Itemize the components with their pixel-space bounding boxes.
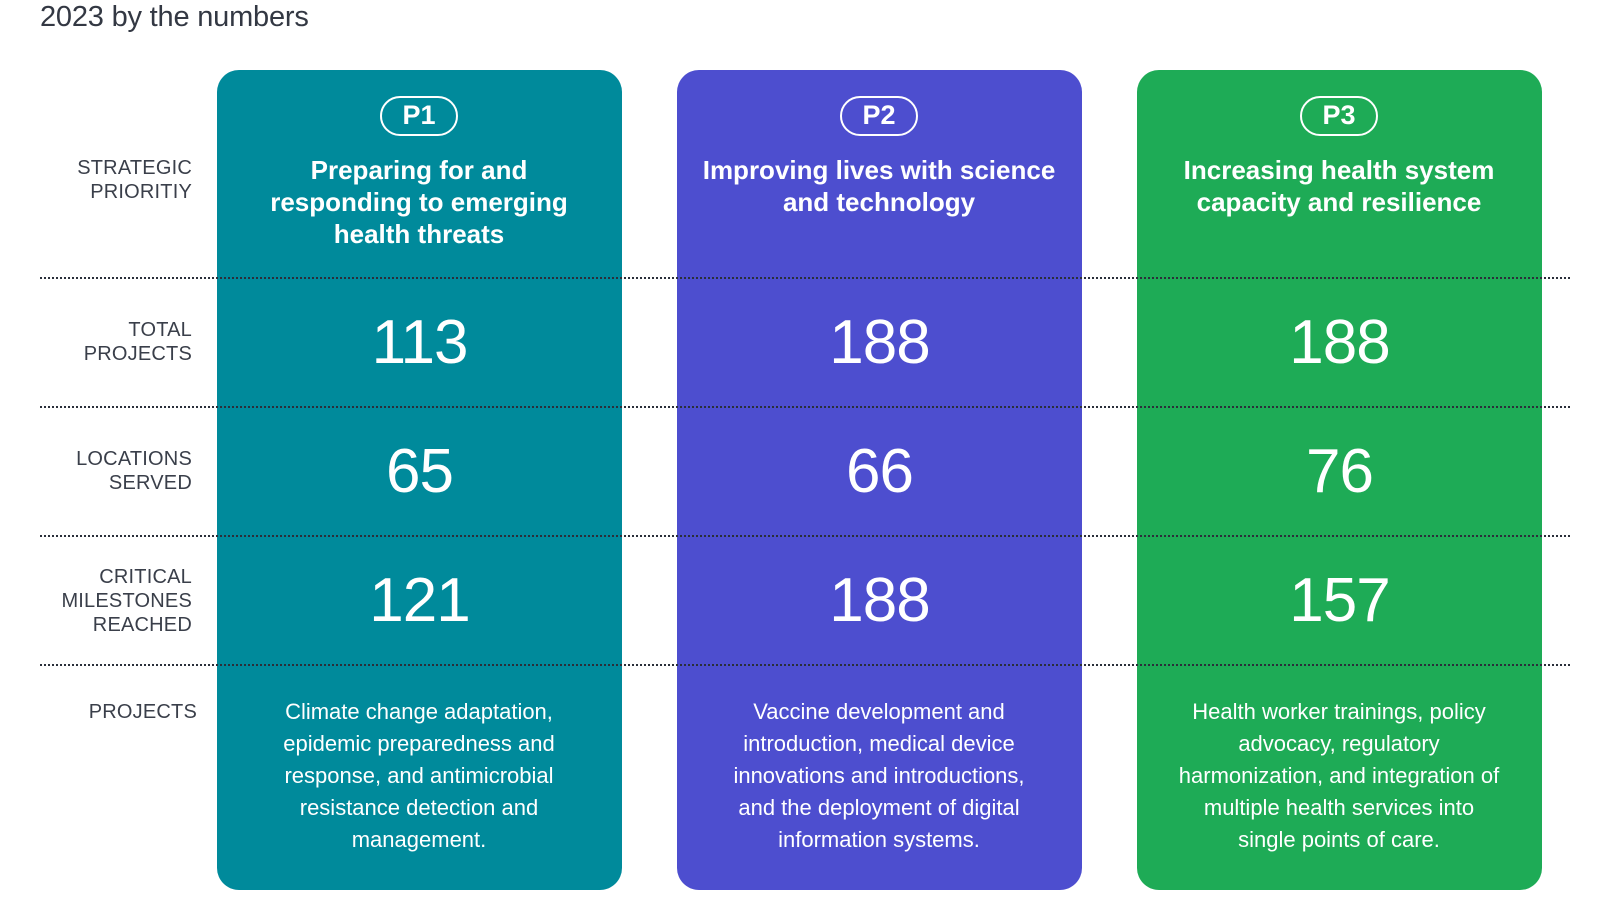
row-divider [40, 535, 1570, 537]
priority-badge: P2 [840, 96, 918, 136]
projects-description: Climate change adaptation, epidemic prep… [283, 699, 555, 852]
row-label-strategic-priority: STRATEGIC PRIORITIY [77, 157, 192, 203]
total-projects-value: 188 [1289, 308, 1390, 377]
page-title: 2023 by the numbers [40, 1, 309, 33]
priority-name: Preparing for and responding to emerging… [270, 155, 568, 249]
row-divider [40, 664, 1570, 666]
priority-badge: P3 [1300, 96, 1378, 136]
total-projects-value: 188 [829, 308, 930, 377]
total-projects-value: 113 [371, 308, 469, 377]
projects-description: Vaccine development and introduction, me… [733, 699, 1025, 852]
priority-column-p3 [1137, 70, 1542, 890]
locations-served-value: 76 [1306, 437, 1374, 506]
critical-milestones-value: 188 [829, 566, 930, 635]
priority-column-p2 [677, 70, 1082, 890]
locations-served-value: 65 [386, 437, 454, 506]
row-divider [40, 406, 1570, 408]
priority-name: Increasing health system capacity and re… [1183, 155, 1495, 217]
priority-name: Improving lives with science and technol… [702, 155, 1056, 217]
row-divider [40, 277, 1570, 279]
row-label-critical-milestones: CRITICAL MILESTONES REACHED [61, 566, 192, 636]
critical-milestones-value: 157 [1289, 566, 1390, 635]
priority-column-p1 [217, 70, 622, 890]
row-label-locations-served: LOCATIONS SERVED [76, 448, 192, 494]
critical-milestones-value: 121 [369, 566, 470, 635]
priority-badge: P1 [380, 96, 458, 136]
projects-description: Health worker trainings, policy advocacy… [1178, 699, 1500, 852]
locations-served-value: 66 [846, 437, 914, 506]
row-label-projects: PROJECTS [88, 701, 197, 723]
row-label-total-projects: TOTAL PROJECTS [83, 319, 192, 365]
